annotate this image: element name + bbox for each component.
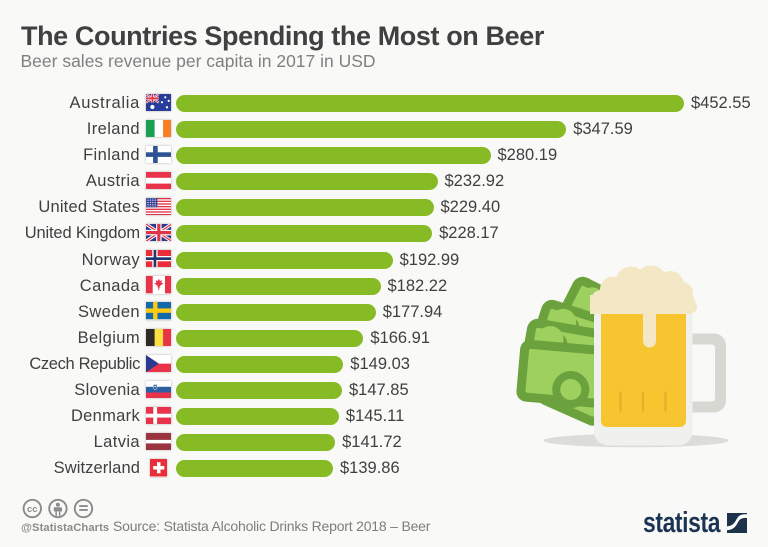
svg-text:cc: cc xyxy=(27,504,38,515)
